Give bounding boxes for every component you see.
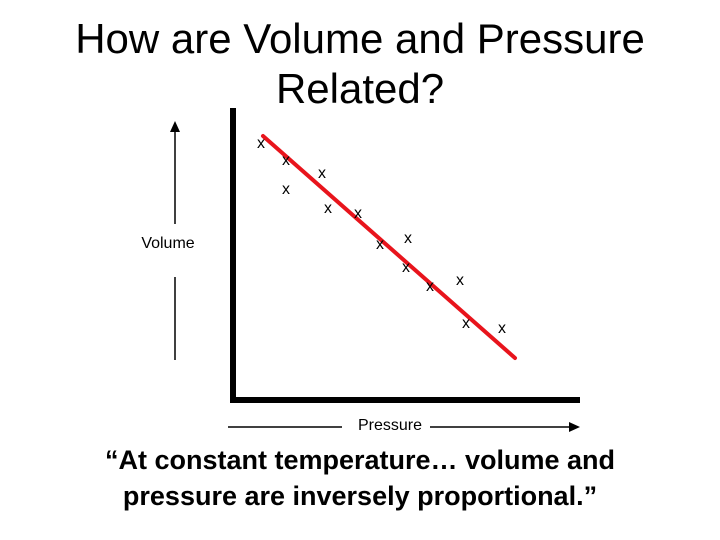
pressure-label: Pressure <box>358 417 422 434</box>
slide-title: How are Volume and Pressure Related? <box>0 14 720 114</box>
quote-line-1: “At constant temperature… volume and <box>104 445 616 475</box>
data-point: x <box>282 181 290 198</box>
data-point: x <box>498 320 506 337</box>
data-point: x <box>456 272 464 289</box>
data-points: x x x x x x x x x x x x x <box>257 135 506 337</box>
pressure-arrow-head <box>569 422 580 432</box>
volume-label: Volume <box>141 235 194 252</box>
title-line-2: Related? <box>275 65 445 112</box>
data-point: x <box>354 205 362 222</box>
title-line-1: How are Volume and Pressure <box>75 15 645 62</box>
data-point: x <box>462 315 470 332</box>
data-point: x <box>376 236 384 253</box>
data-point: x <box>404 230 412 247</box>
data-point: x <box>257 135 265 152</box>
data-point: x <box>402 259 410 276</box>
data-point: x <box>282 152 290 169</box>
data-point: x <box>426 278 434 295</box>
data-point: x <box>324 200 332 217</box>
trend-line <box>261 134 517 360</box>
data-point: x <box>318 165 326 182</box>
inverse-proportion-quote: “At constant temperature… volume and pre… <box>0 442 720 514</box>
quote-line-2: pressure are inversely proportional.” <box>122 481 598 511</box>
volume-arrow-head <box>170 121 180 132</box>
